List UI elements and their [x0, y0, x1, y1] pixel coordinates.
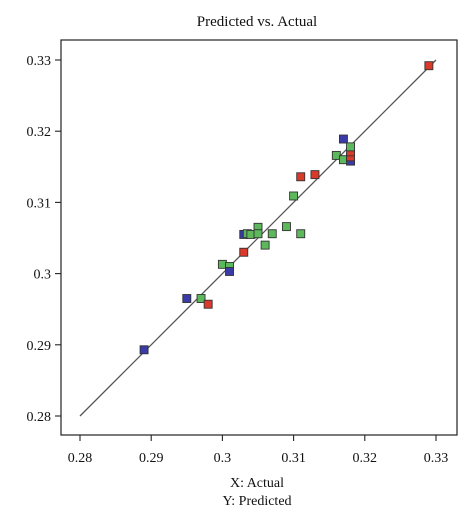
data-point: [424, 61, 434, 71]
data-point: [296, 172, 306, 182]
y-tick-label: 0.28: [27, 410, 52, 425]
data-point: [338, 134, 348, 144]
x-tick-label: 0.32: [353, 451, 378, 466]
y-tick-label: 0.29: [27, 339, 52, 354]
data-point: [267, 229, 277, 239]
data-point: [196, 294, 206, 303]
plot-frame: [60, 39, 458, 436]
data-point: [310, 170, 320, 180]
data-point: [253, 229, 263, 239]
data-point: [289, 191, 299, 201]
data-point: [260, 240, 270, 250]
data-point: [182, 294, 192, 303]
data-point: [296, 229, 306, 239]
y-tick-label: 0.31: [27, 196, 52, 211]
y-tick-label: 0.32: [27, 125, 52, 140]
x-tick-label: 0.31: [281, 451, 306, 466]
y-tick-label: 0.33: [27, 54, 52, 69]
data-point: [139, 345, 149, 355]
y-axis-caption: Y: Predicted: [222, 494, 291, 509]
x-tick-label: 0.29: [139, 451, 164, 466]
data-point: [282, 222, 291, 232]
data-point: [225, 267, 234, 276]
x-axis-caption: X: Actual: [230, 476, 284, 491]
data-point: [346, 142, 356, 152]
x-tick-label: 0.33: [424, 451, 449, 466]
y-tick-label: 0.3: [34, 268, 52, 283]
data-point: [203, 299, 213, 309]
points-layer: [139, 61, 434, 355]
x-tick-label: 0.3: [214, 451, 232, 466]
ticks-layer: 0.28 0.29 0.3 0.31 0.32 0.33 0.28 0.29 0.3 0.31 0.…: [27, 54, 449, 466]
chart-title: Predicted vs. Actual: [197, 14, 317, 30]
x-tick-label: 0.28: [68, 451, 93, 466]
data-point: [239, 247, 249, 257]
